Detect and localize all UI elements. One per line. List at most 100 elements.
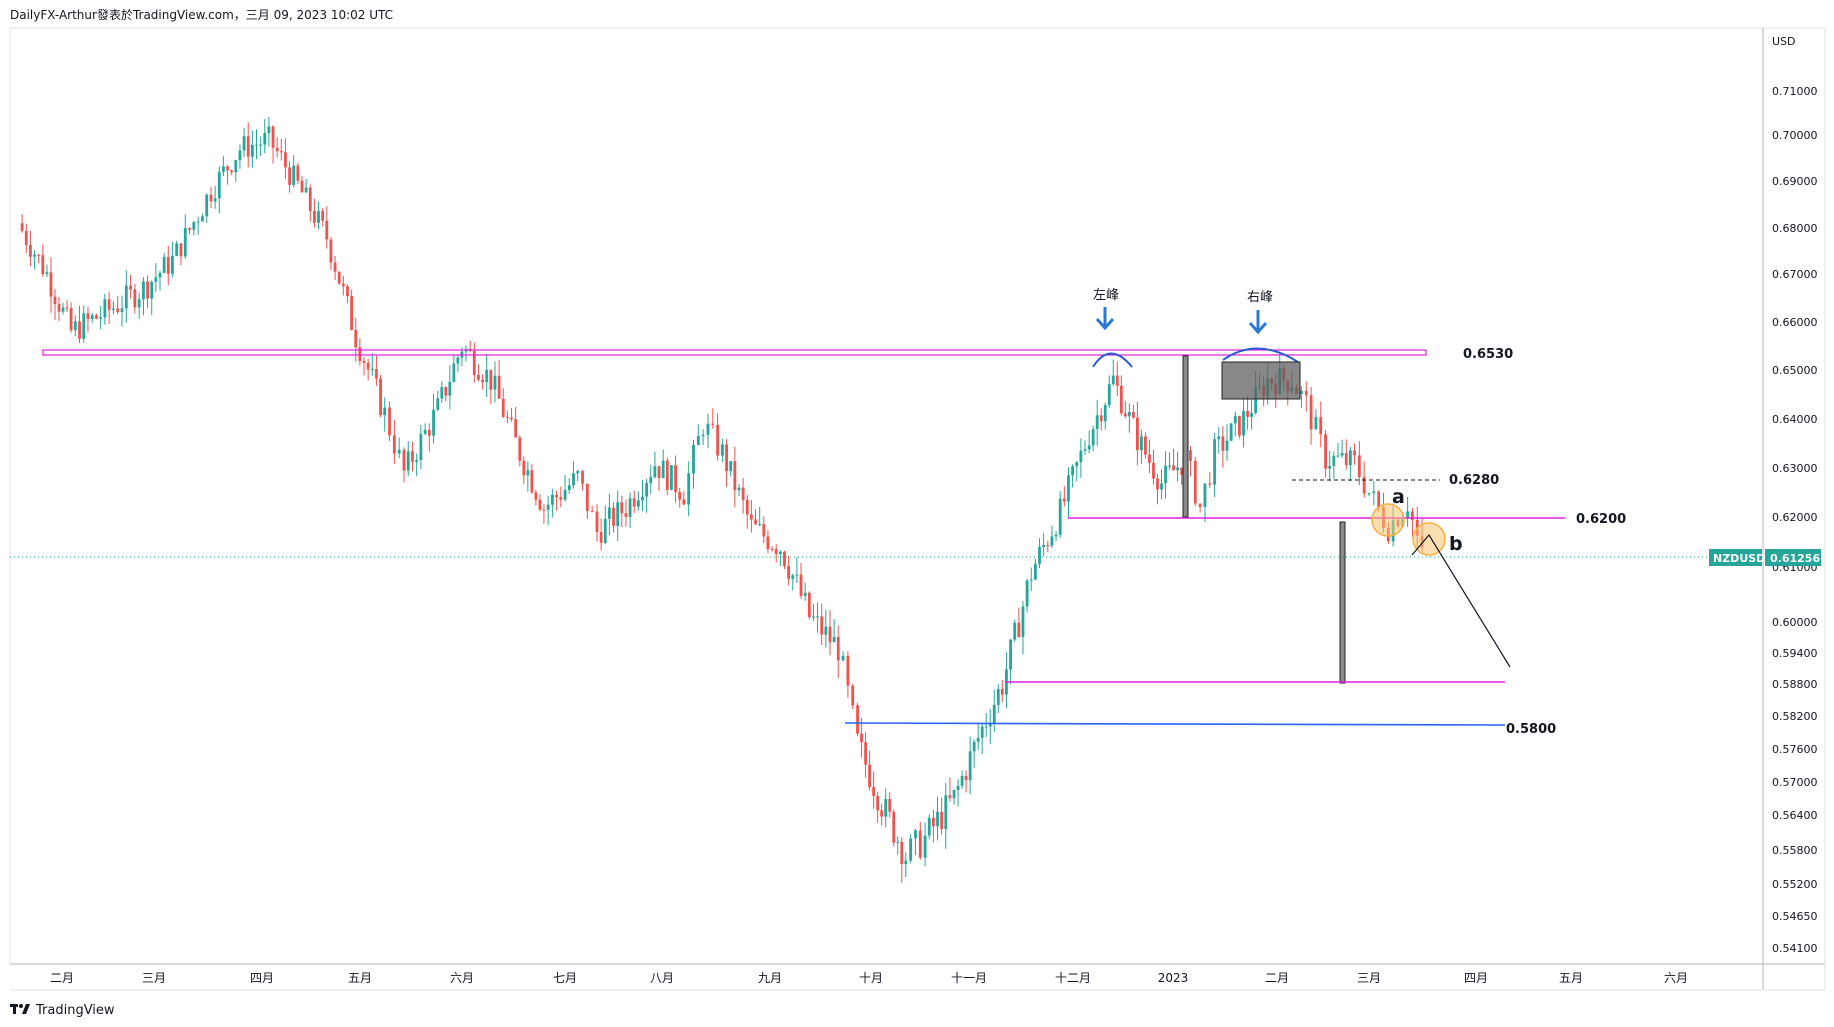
candle xyxy=(20,214,24,233)
candle xyxy=(538,494,542,512)
candle xyxy=(154,263,158,292)
candle xyxy=(95,313,98,320)
projected-target-bar[interactable] xyxy=(1339,521,1346,684)
candle xyxy=(909,833,913,864)
candle xyxy=(696,424,700,446)
x-tick-label: 十月 xyxy=(859,971,883,985)
candle xyxy=(1372,481,1376,506)
candle xyxy=(481,374,484,390)
candle xyxy=(436,390,440,412)
candle xyxy=(1021,600,1025,655)
candle xyxy=(337,271,341,285)
candle xyxy=(1033,558,1037,581)
candle xyxy=(166,245,170,286)
candle xyxy=(778,549,782,567)
candle xyxy=(402,447,406,483)
candle xyxy=(856,702,859,736)
candle xyxy=(300,175,304,193)
candle xyxy=(49,257,53,313)
candle xyxy=(1111,359,1115,386)
candle xyxy=(534,489,538,506)
candle xyxy=(996,684,1000,714)
candle xyxy=(612,502,615,533)
candle xyxy=(341,276,345,296)
level-0.5800-line[interactable] xyxy=(844,722,1506,726)
x-tick-label: 2023 xyxy=(1158,971,1189,985)
candle xyxy=(824,609,828,648)
candle xyxy=(1309,386,1313,445)
wave-b-circle[interactable] xyxy=(1412,522,1446,556)
candle xyxy=(1246,395,1249,430)
wave-a-circle[interactable] xyxy=(1371,503,1405,537)
candle xyxy=(1208,472,1212,489)
candle xyxy=(1189,446,1192,477)
candle xyxy=(1198,503,1202,513)
candle xyxy=(860,718,863,758)
candle xyxy=(321,208,325,227)
candle xyxy=(624,499,628,527)
candle xyxy=(162,252,166,274)
candle xyxy=(701,429,705,445)
candle xyxy=(1131,404,1135,419)
candle xyxy=(590,505,594,513)
price-chart[interactable]: USD 0.710000.700000.690000.680000.670000… xyxy=(0,0,1834,1000)
candle xyxy=(585,483,589,519)
candle xyxy=(896,836,900,855)
candle xyxy=(103,293,107,325)
candle xyxy=(250,130,254,168)
x-tick-label: 四月 xyxy=(1464,971,1488,985)
y-tick-label: 0.58200 xyxy=(1772,710,1818,723)
neckline-0.6530[interactable] xyxy=(42,349,1427,356)
candle xyxy=(1025,578,1029,613)
candle xyxy=(733,446,737,508)
right-peak-arc xyxy=(1222,347,1299,363)
candle xyxy=(653,451,657,479)
candle xyxy=(976,722,980,750)
candle xyxy=(142,277,145,316)
candle xyxy=(78,305,81,343)
candle xyxy=(362,357,366,376)
candle xyxy=(1013,619,1017,642)
candle xyxy=(1062,486,1066,507)
candle xyxy=(423,423,427,436)
footer-brand: TradingView xyxy=(10,1003,115,1018)
candle xyxy=(1411,508,1414,537)
projection-path[interactable] xyxy=(1411,533,1511,668)
candle xyxy=(1050,525,1054,549)
candle xyxy=(317,201,320,230)
right-peak-range-box[interactable] xyxy=(1221,361,1301,400)
wave-b-label: b xyxy=(1449,533,1463,555)
candle xyxy=(980,723,984,754)
candle xyxy=(1160,469,1163,500)
candle xyxy=(284,138,287,180)
candle xyxy=(892,809,896,847)
candle xyxy=(828,610,832,656)
x-axis-ticks: 二月 三月 四月 五月 六月 七月 八月 九月 十月 十一月 十二月 2023 二月 三月 四月 五月 六月 xyxy=(50,971,1688,985)
x-tick-label: 二月 xyxy=(1265,971,1289,985)
candle xyxy=(1119,375,1123,416)
last-price-label: 0.61256 xyxy=(1770,552,1820,565)
candle xyxy=(188,227,191,235)
currency-label: USD xyxy=(1772,35,1796,48)
candle xyxy=(112,301,115,315)
candle xyxy=(944,783,948,849)
candle xyxy=(968,736,972,795)
candle xyxy=(518,435,522,467)
candle xyxy=(29,230,32,267)
symbol-price-badge: NZDUSD 0.61256 xyxy=(1709,549,1821,566)
candle xyxy=(884,788,888,828)
candle xyxy=(1075,461,1079,482)
x-tick-label: 三月 xyxy=(142,971,166,985)
candle xyxy=(107,291,111,324)
candle xyxy=(137,292,141,319)
candle xyxy=(41,244,45,277)
pattern-height-bar[interactable] xyxy=(1182,355,1189,518)
y-tick-label: 0.64000 xyxy=(1772,413,1818,426)
candle xyxy=(522,456,526,484)
candle xyxy=(807,591,811,620)
candle xyxy=(333,255,337,281)
candle xyxy=(1046,540,1050,553)
right-peak-arrow-icon xyxy=(1248,310,1268,335)
candle xyxy=(725,439,728,487)
candle xyxy=(1340,439,1344,458)
